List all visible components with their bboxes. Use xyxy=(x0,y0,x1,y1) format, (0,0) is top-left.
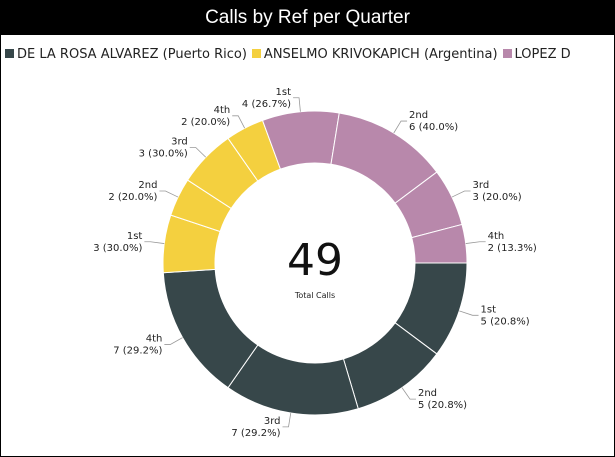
leader-line xyxy=(451,190,471,198)
legend-item: LOPEZ D xyxy=(502,47,571,62)
segment-value-label: 7 (29.2%) xyxy=(231,428,280,439)
leader-line xyxy=(293,97,301,112)
segment-value-label: 3 (30.0%) xyxy=(139,149,188,160)
segment-value-label: 3 (30.0%) xyxy=(93,243,142,254)
leader-line xyxy=(159,190,179,198)
legend-swatch xyxy=(251,49,261,58)
segment-category: 3rd xyxy=(171,137,188,148)
leader-line xyxy=(232,115,246,129)
leader-line xyxy=(164,337,183,345)
segment-value-label: 2 (13.3%) xyxy=(488,243,537,254)
segment-value-label: 5 (20.8%) xyxy=(481,316,530,327)
segment-value-label: 2 (20.0%) xyxy=(108,192,157,203)
leader-line xyxy=(459,310,479,316)
donut-segment xyxy=(411,223,468,264)
segment-category: 1st xyxy=(127,231,143,242)
segment-category: 4th xyxy=(146,333,163,344)
legend-label: ANSELMO KRIVOKAPICH (Argentina) xyxy=(263,47,498,62)
segment-value-label: 7 (29.2%) xyxy=(113,345,162,356)
leader-line xyxy=(401,387,416,400)
leader-line xyxy=(282,412,292,428)
segment-value-label: 6 (40.0%) xyxy=(409,122,458,133)
segment-category: 2nd xyxy=(418,388,437,399)
segment-category: 2nd xyxy=(138,180,157,191)
leader-line xyxy=(393,120,408,134)
center-label: Total Calls xyxy=(294,291,335,300)
center-value: 49 xyxy=(287,235,343,286)
legend-label: LOPEZ D xyxy=(514,47,571,62)
segment-category: 2nd xyxy=(409,110,428,121)
segment-category: 3rd xyxy=(473,180,490,191)
chart-title: Calls by Ref per Quarter xyxy=(1,1,614,35)
legend-swatch xyxy=(5,49,14,58)
segment-category: 3rd xyxy=(264,416,281,427)
segment-category: 1st xyxy=(481,304,497,315)
segment-value-label: 5 (20.8%) xyxy=(418,400,467,411)
segment-category: 4th xyxy=(214,105,231,116)
legend-swatch xyxy=(502,49,512,58)
segment-category: 1st xyxy=(276,87,292,98)
leader-line xyxy=(189,147,207,158)
leader-line xyxy=(144,241,165,244)
segment-category: 4th xyxy=(488,231,505,242)
legend-label: DE LA ROSA ALVAREZ (Puerto Rico) xyxy=(17,47,247,62)
legend-item: ANSELMO KRIVOKAPICH (Argentina) xyxy=(251,47,498,62)
segment-value-label: 2 (20.0%) xyxy=(181,117,230,128)
legend: DE LA ROSA ALVAREZ (Puerto Rico) ANSELMO … xyxy=(5,47,576,62)
segment-value-label: 3 (20.0%) xyxy=(473,192,522,203)
segment-value-label: 4 (26.7%) xyxy=(242,99,291,110)
leader-line xyxy=(465,241,486,244)
legend-item: DE LA ROSA ALVAREZ (Puerto Rico) xyxy=(5,47,247,62)
